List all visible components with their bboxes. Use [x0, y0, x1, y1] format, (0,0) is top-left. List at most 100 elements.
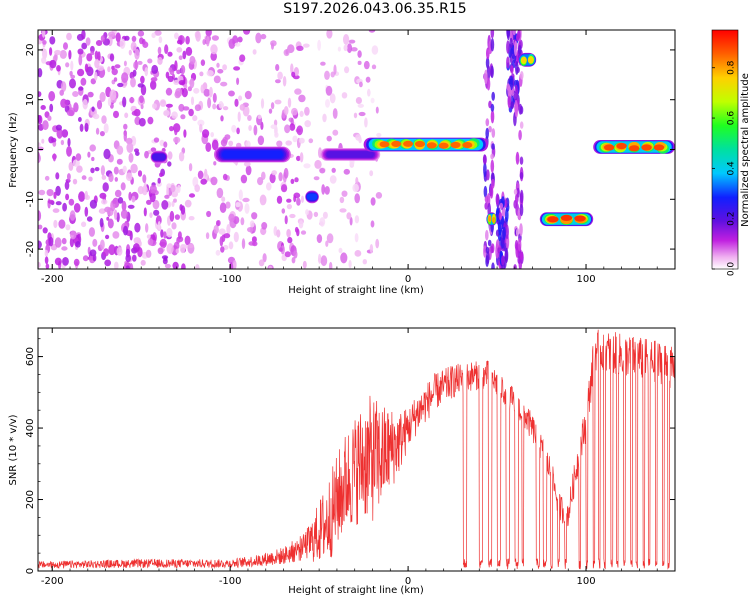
heatmap-noise-cell	[81, 175, 87, 180]
heatmap-noise-cell	[140, 75, 145, 84]
heatmap-streak-cell	[483, 162, 487, 178]
heatmap-noise-cell	[202, 129, 210, 138]
heatmap-noise-cell	[94, 50, 99, 61]
heatmap-noise-cell	[194, 184, 200, 193]
heatmap-noise-cell	[68, 49, 72, 60]
colorbar-gradient	[712, 30, 738, 269]
heatmap-noise-cell	[354, 193, 361, 204]
heatmap-noise-cell	[100, 165, 105, 176]
heatmap-streak-cell	[483, 185, 488, 198]
heatmap-noise-cell	[241, 238, 246, 250]
heatmap-noise-cell	[107, 66, 111, 73]
heatmap-noise-cell	[41, 56, 47, 64]
heatmap-noise-cell	[145, 223, 149, 233]
heatmap-noise-cell	[40, 105, 46, 110]
heatmap-noise-cell	[184, 199, 192, 208]
snr-y-tick-label: 0	[25, 568, 36, 574]
heatmap-noise-cell	[139, 95, 144, 104]
heatmap-noise-cell	[261, 171, 266, 180]
heatmap-noise-cell	[237, 111, 241, 122]
heatmap-noise-cell	[178, 151, 185, 162]
heatmap-y-label: Frequency (Hz)	[8, 112, 19, 188]
heatmap-noise-cell	[343, 44, 348, 52]
heatmap-noise-cell	[134, 222, 141, 233]
heatmap-noise-cell	[157, 247, 164, 255]
heatmap-noise-cell	[171, 111, 178, 119]
heatmap-noise-cell	[274, 99, 282, 105]
heatmap-noise-cell	[128, 49, 132, 56]
heatmap-noise-cell	[341, 190, 348, 197]
heatmap-noise-cell	[376, 132, 382, 138]
heatmap-feature-core	[616, 142, 627, 150]
heatmap-x-tick-label: -100	[219, 274, 242, 285]
heatmap-noise-cell	[243, 30, 251, 35]
heatmap-noise-cell	[255, 32, 262, 44]
heatmap-x-tick-label: 0	[405, 274, 411, 285]
heatmap-noise-cell	[329, 93, 336, 104]
heatmap-noise-cell	[38, 210, 42, 222]
heatmap-noise-cell	[365, 76, 371, 83]
heatmap-noise-cell	[211, 139, 219, 151]
heatmap-streak-cell	[491, 262, 495, 269]
heatmap-noise-cell	[123, 60, 127, 67]
heatmap-noise-cell	[69, 70, 73, 77]
heatmap-noise-cell	[178, 80, 186, 86]
heatmap-noise-cell	[322, 113, 327, 123]
heatmap-feature-core	[450, 141, 461, 149]
heatmap-noise-cell	[58, 219, 66, 229]
heatmap-noise-cell	[220, 246, 225, 253]
heatmap-noise-cell	[90, 51, 95, 56]
heatmap-noise-cell	[363, 60, 370, 70]
heatmap-noise-cell	[226, 224, 231, 235]
heatmap-noise-cell	[313, 176, 320, 181]
heatmap-noise-cell	[112, 231, 120, 239]
heatmap-noise-cell	[55, 201, 62, 206]
heatmap-noise-cell	[302, 260, 307, 269]
heatmap-noise-cell	[59, 49, 67, 59]
heatmap-noise-cell	[236, 127, 240, 135]
heatmap-noise-cell	[65, 193, 70, 201]
heatmap-noise-cell	[298, 137, 305, 144]
heatmap-noise-cell	[212, 92, 217, 103]
heatmap-noise-cell	[261, 222, 268, 230]
heatmap-noise-cell	[54, 257, 62, 266]
snr-background	[38, 328, 675, 571]
heatmap-noise-cell	[287, 97, 292, 108]
heatmap-noise-cell	[72, 159, 80, 167]
heatmap-noise-cell	[203, 88, 211, 97]
heatmap-feature-core	[547, 216, 559, 223]
heatmap-feature-core	[628, 145, 640, 152]
heatmap-noise-cell	[320, 255, 328, 267]
heatmap-noise-cell	[369, 170, 374, 177]
snr-panel: -200 -100 0 100 0 200 400 600 Height of straig…	[8, 327, 676, 596]
heatmap-noise-cell	[294, 177, 299, 183]
heatmap-streak-cell	[487, 239, 492, 247]
heatmap-noise-cell	[161, 200, 169, 210]
heatmap-noise-cell	[84, 190, 89, 200]
heatmap-noise-cell	[200, 178, 207, 185]
heatmap-noise-cell	[293, 192, 301, 199]
heatmap-noise-cell	[89, 144, 96, 152]
heatmap-streak-cell	[483, 154, 487, 165]
heatmap-noise-cell	[111, 68, 118, 76]
heatmap-noise-cell	[171, 201, 175, 207]
heatmap-noise-cell	[349, 216, 353, 226]
heatmap-noise-cell	[124, 112, 129, 119]
heatmap-noise-cell	[149, 184, 157, 194]
heatmap-noise-cell	[63, 42, 68, 50]
heatmap-noise-cell	[164, 44, 169, 55]
heatmap-streak-cell	[510, 101, 514, 110]
heatmap-noise-cell	[137, 30, 145, 37]
heatmap-noise-cell	[319, 167, 326, 174]
heatmap-noise-cell	[77, 48, 84, 55]
heatmap-noise-cell	[234, 98, 239, 107]
heatmap-noise-cell	[367, 88, 371, 97]
heatmap-noise-cell	[199, 71, 204, 77]
heatmap-noise-cell	[370, 97, 375, 104]
heatmap-noise-cell	[87, 91, 94, 98]
heatmap-noise-cell	[38, 240, 42, 249]
heatmap-noise-cell	[154, 30, 162, 36]
heatmap-noise-cell	[238, 95, 243, 101]
heatmap-noise-cell	[318, 253, 322, 264]
